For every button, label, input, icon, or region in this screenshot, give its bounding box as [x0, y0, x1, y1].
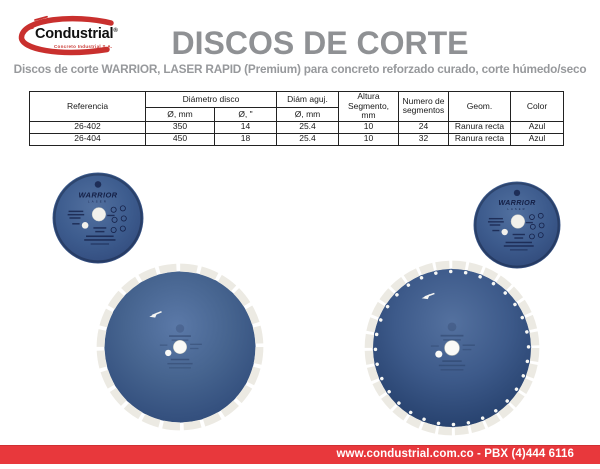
cell-diam-in: 18: [214, 132, 277, 146]
table-row: 26-404 450 18 25.4 10 32 Ranura recta Az…: [29, 132, 564, 146]
brand-emblem-icon: [513, 189, 521, 197]
cell-diam-mm: 350: [145, 120, 215, 134]
cell-referencia: 26-402: [29, 120, 146, 134]
col-header-numero-segmentos: Numero de segmentos: [398, 91, 449, 122]
cutting-disc-450mm: [364, 260, 540, 436]
cutting-disc-350mm: [96, 263, 264, 431]
cell-aguj-mm: 25.4: [276, 120, 339, 134]
registered-mark: ®: [113, 28, 118, 35]
cell-color: Azul: [510, 120, 564, 134]
cell-altura: 10: [338, 120, 399, 134]
cell-diam-mm: 450: [145, 132, 215, 146]
segment-ring: [96, 263, 264, 431]
disc-rim: [53, 173, 143, 263]
group-header-diam-aguj: Diám aguj.: [276, 90, 339, 109]
logo-swoosh-icon: [18, 15, 114, 56]
disc-markings: [487, 217, 534, 251]
cell-aguj-mm: 25.4: [276, 132, 339, 146]
col-header-aguj-mm: Ø, mm: [276, 107, 339, 122]
pin-hole: [81, 222, 89, 229]
rotation-arrow-icon: [149, 311, 162, 318]
pin-hole: [501, 228, 508, 236]
brand-emblem-icon: [94, 181, 102, 188]
group-header-diametro-disco: Diámetro disco: [145, 90, 277, 109]
col-header-diam-mm: Ø, mm: [145, 107, 215, 122]
pin-hole: [165, 349, 172, 357]
warrior-label-disc-right: WARRIOR LASER: [473, 181, 561, 269]
col-header-diam-in: Ø, ": [214, 107, 277, 122]
rotation-arrow-icon: [421, 292, 435, 300]
logo-wordmark: Condustrial®: [35, 26, 118, 42]
arbor-hole: [173, 340, 187, 354]
col-header-color: Color: [510, 91, 564, 122]
cell-referencia: 26-404: [29, 132, 146, 146]
cell-num-segmentos: 32: [398, 132, 449, 146]
gullet-dots: [373, 269, 531, 427]
footer-bar: www.condustrial.com.co - PBX (4)444 6116: [0, 445, 600, 464]
cell-geom: Ranura recta: [448, 120, 511, 134]
warrior-label-disc-left: WARRIOR LASER: [52, 172, 144, 264]
col-header-geom: Geom.: [448, 91, 511, 122]
disc-brand-text: WARRIOR: [498, 198, 536, 207]
table-row: 26-402 350 14 25.4 10 24 Ranura recta Az…: [29, 120, 564, 134]
certification-icons: [529, 212, 545, 240]
certification-icons: [110, 205, 127, 233]
page-subtitle: Discos de corte WARRIOR, LASER RAPID (Pr…: [13, 62, 587, 76]
arbor-hole: [91, 207, 106, 222]
pin-hole: [435, 350, 443, 358]
col-header-altura-segmento: Altura Segmento, mm: [338, 91, 399, 122]
page-title: DISCOS DE CORTE: [171, 25, 469, 61]
col-header-referencia: Referencia: [29, 91, 146, 122]
disc-subbrand-text: LASER: [88, 199, 108, 203]
logo-tagline: Concreto Industrial S.A.: [54, 44, 113, 49]
disc-brand-text: WARRIOR: [79, 190, 118, 199]
cell-num-segmentos: 24: [398, 120, 449, 134]
cell-geom: Ranura recta: [448, 132, 511, 146]
disc-markings: [67, 210, 116, 245]
footer-contact-link[interactable]: www.condustrial.com.co - PBX (4)444 6116: [336, 448, 574, 460]
disc-subbrand-text: LASER: [507, 207, 526, 211]
disc-rim: [474, 182, 560, 268]
specs-table: Referencia Diámetro disco Diám aguj. Alt…: [29, 90, 564, 146]
cell-color: Azul: [510, 132, 564, 146]
cell-diam-in: 14: [214, 120, 277, 134]
arbor-hole: [444, 340, 460, 356]
disc-markings: [430, 322, 475, 371]
cell-altura: 10: [338, 132, 399, 146]
condustrial-logo: Condustrial® Concreto Industrial S.A.: [14, 13, 130, 63]
segment-ring: [364, 260, 540, 436]
arbor-hole: [510, 214, 525, 229]
